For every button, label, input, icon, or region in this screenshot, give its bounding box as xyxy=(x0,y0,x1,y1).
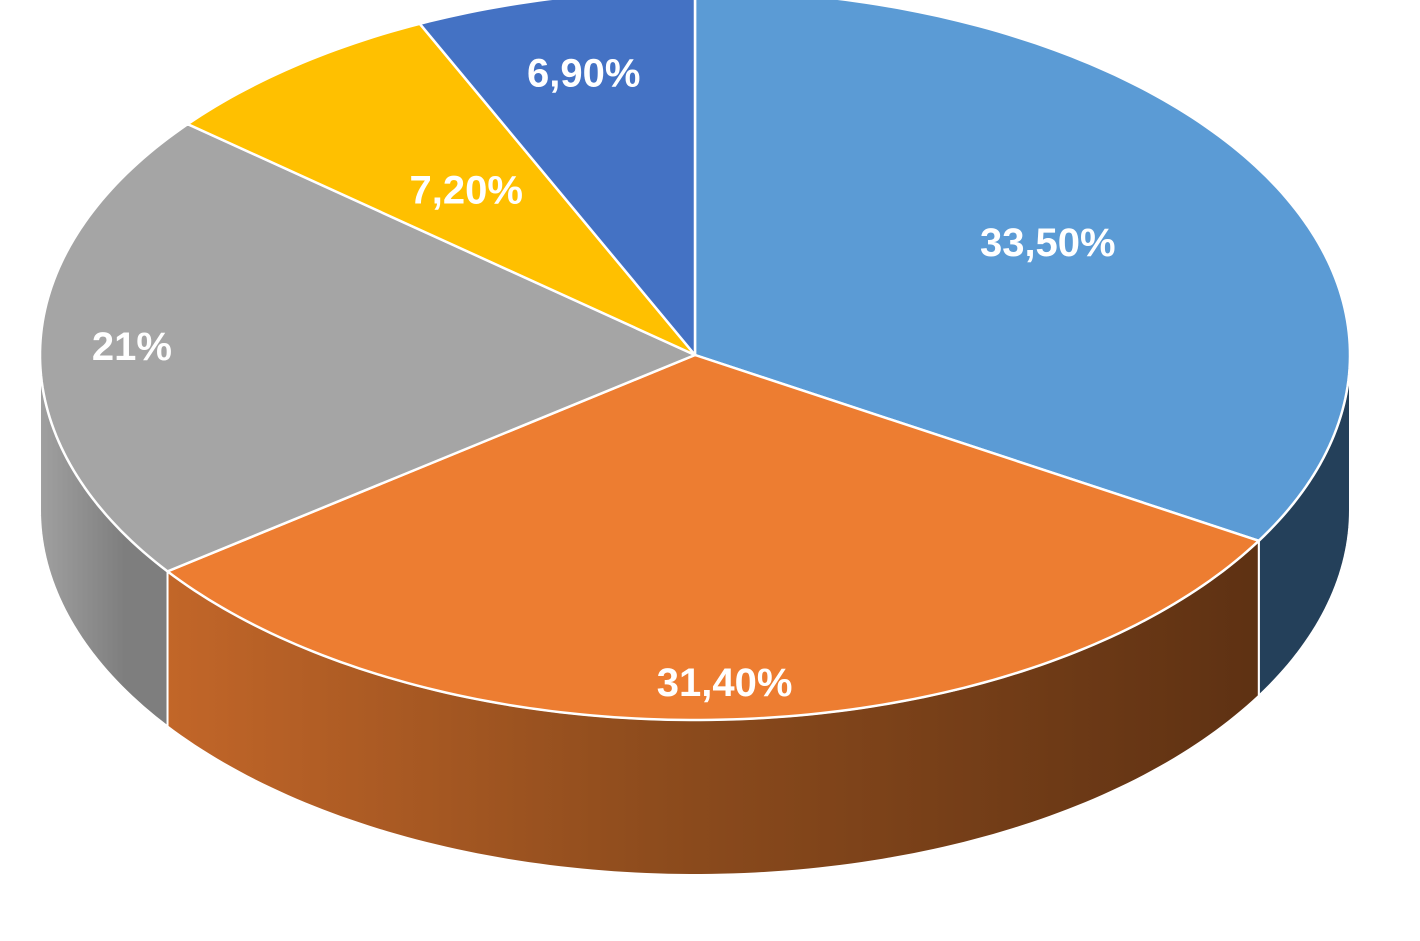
pie-slice-33-50 xyxy=(693,0,1352,543)
pie-slice-21 xyxy=(38,122,697,573)
pie-slice-6-90 xyxy=(418,0,697,357)
slice-label-6-90: 6,90% xyxy=(527,51,640,95)
pie-slice-7-20 xyxy=(186,22,697,357)
slice-label-33-50: 33,50% xyxy=(980,221,1116,265)
slice-label-7-20: 7,20% xyxy=(409,169,522,213)
slice-label-21: 21% xyxy=(92,325,172,369)
pie-slice-31-40 xyxy=(166,353,1261,722)
slice-label-31-40: 31,40% xyxy=(657,661,793,705)
